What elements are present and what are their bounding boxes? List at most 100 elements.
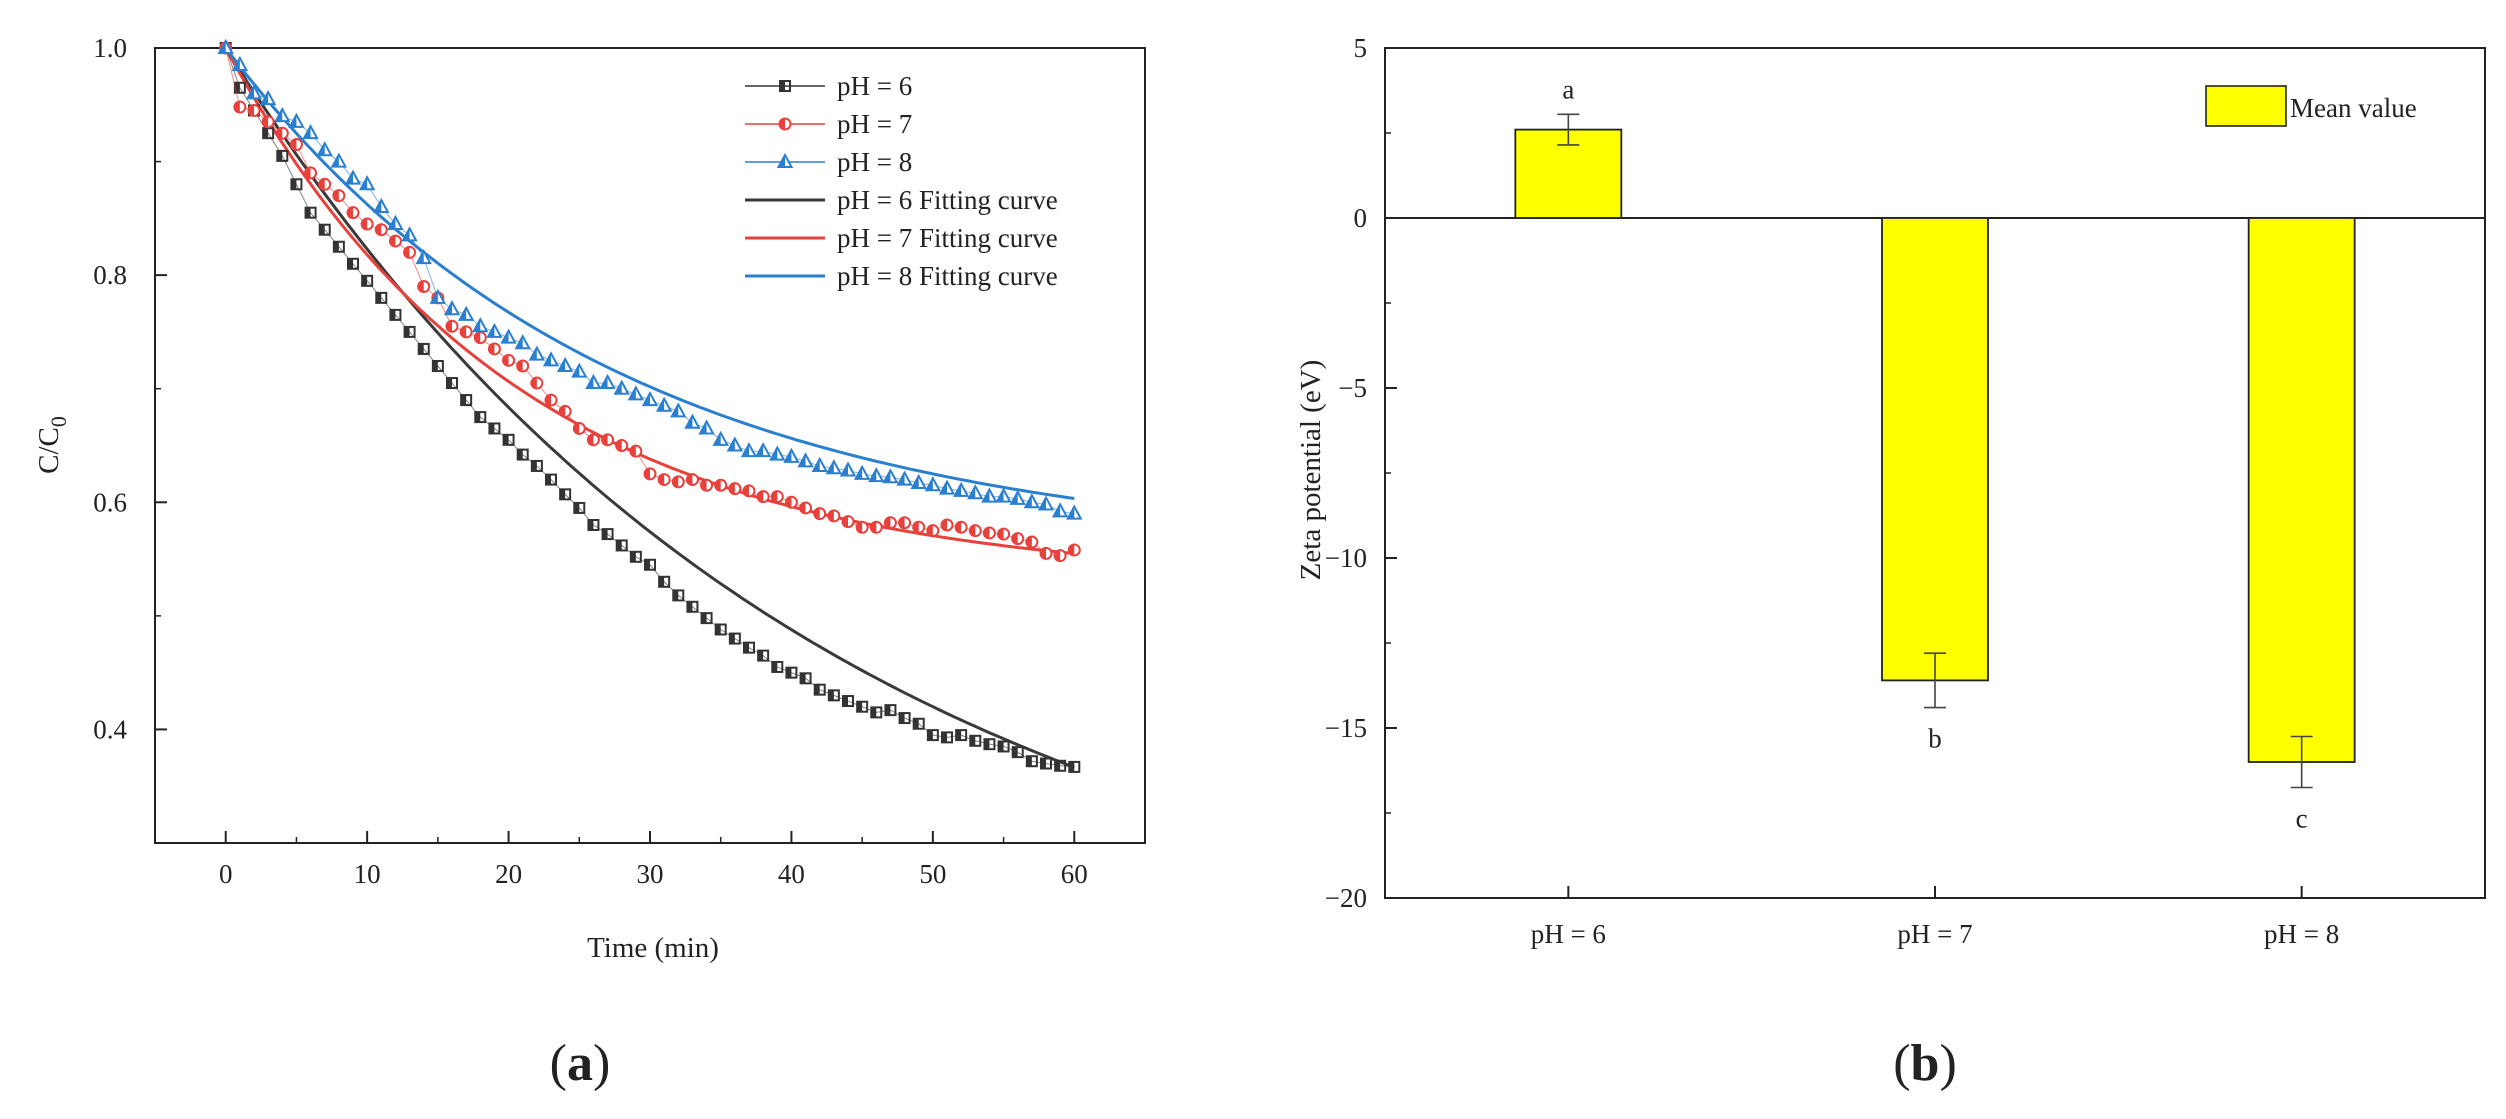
legend-label: pH = 6 — [837, 71, 912, 101]
data-point-fill — [899, 517, 905, 529]
data-point-fill — [290, 139, 297, 151]
data-point-fill — [913, 718, 919, 729]
data-point-fill — [375, 224, 382, 236]
data-point-fill — [1041, 758, 1046, 769]
legend-swatch-mean-value — [2205, 85, 2287, 127]
data-point-fill — [404, 246, 410, 258]
panel-label-b: (b) — [1893, 1035, 1957, 1092]
y-tick-label-b: 0 — [1354, 203, 1368, 233]
legend-entry: pH = 8 — [745, 147, 912, 177]
data-point-fill — [969, 525, 976, 537]
data-point-fill — [531, 377, 537, 389]
data-point-fill — [742, 444, 749, 457]
data-point-fill — [956, 730, 962, 741]
data-point-fill — [1025, 495, 1032, 508]
data-point-fill — [418, 281, 424, 292]
data-point-fill — [687, 601, 693, 612]
data-point-fill — [558, 359, 566, 371]
fitting-curves-a — [224, 47, 1075, 769]
x-tick-label-a: 30 — [637, 859, 664, 889]
x-tick-label-b: pH = 8 — [2264, 919, 2339, 949]
data-point-fill — [1053, 504, 1061, 517]
data-point-fill — [701, 479, 707, 491]
data-point-fill — [374, 200, 382, 212]
data-point-fill — [376, 292, 382, 303]
data-point-fill — [927, 730, 933, 741]
x-tick-label-a: 0 — [219, 859, 233, 889]
data-point-fill — [587, 434, 594, 446]
legend-entry: pH = 7 Fitting curve — [745, 223, 1058, 253]
x-tick-label-b: pH = 6 — [1531, 919, 1606, 949]
data-point-fill — [970, 735, 976, 746]
data-point-fill — [503, 354, 509, 366]
y-tick-label-b: −20 — [1325, 883, 1367, 913]
data-point-fill — [573, 422, 580, 434]
panel-label-a: (a) — [550, 1035, 611, 1092]
data-point-fill — [248, 104, 254, 116]
data-point-fill — [461, 395, 467, 406]
x-tick-label-a: 10 — [354, 859, 381, 889]
data-point-fill — [942, 732, 947, 743]
data-point-fill — [418, 343, 424, 354]
data-point-fill — [869, 469, 877, 482]
data-point-fill — [800, 673, 806, 684]
data-point-fill — [333, 241, 339, 252]
data-point-fill — [1026, 756, 1032, 767]
data-point-fill — [275, 109, 283, 122]
data-point-fill — [772, 661, 778, 672]
data-point-fill — [927, 525, 933, 537]
data-point-fill — [884, 517, 891, 529]
data-point-fill — [701, 613, 707, 624]
data-point-fill — [828, 510, 834, 522]
x-tick-label-a: 50 — [919, 859, 946, 889]
x-tick-label-a: 40 — [778, 859, 805, 889]
data-point-fill — [459, 307, 467, 320]
data-point-fill — [1069, 761, 1075, 772]
data-point-fill — [899, 713, 905, 724]
y-tick-label-a: 1.0 — [93, 33, 127, 63]
data-point-fill — [856, 521, 863, 533]
data-point-fill — [572, 364, 580, 377]
y-tick-label-a: 0.4 — [93, 714, 127, 744]
data-point-fill — [757, 491, 764, 503]
data-point-fill — [546, 474, 551, 485]
data-points-a — [217, 38, 1083, 773]
data-point-fill — [305, 167, 311, 179]
data-point-fill — [333, 190, 339, 202]
data-point-fill — [686, 474, 693, 486]
legend-entry: pH = 7 — [745, 109, 912, 139]
data-point-fill — [770, 447, 778, 460]
data-point-fill — [1055, 760, 1061, 771]
significance-letter: c — [2296, 804, 2308, 834]
data-point-fill — [744, 642, 749, 653]
data-point-fill — [234, 101, 240, 113]
series-ph-8 — [217, 38, 1083, 520]
data-point-fill — [998, 741, 1004, 752]
data-point-fill — [1067, 506, 1075, 519]
data-point-fill — [955, 521, 962, 533]
data-point-fill — [644, 468, 650, 480]
data-point-fill — [672, 476, 679, 488]
legend-entry: pH = 6 Fitting curve — [745, 185, 1058, 215]
data-point-fill — [404, 326, 410, 337]
data-point-fill — [857, 701, 863, 712]
axis-ticks-b: 5 0 −5 −10 −15 −20 pH = 6 pH = 7 pH = 8 — [1325, 33, 2485, 949]
data-connector — [225, 47, 241, 88]
data-point-fill — [319, 178, 325, 190]
data-point-fill — [871, 707, 877, 718]
y-tick-label-a: 0.8 — [93, 260, 127, 290]
x-tick-label-b: pH = 7 — [1897, 919, 1972, 949]
data-point-fill — [870, 521, 877, 533]
data-point-fill — [489, 423, 495, 434]
y-tick-label-a: 0.6 — [93, 487, 127, 517]
y-tick-label-b: −5 — [1338, 373, 1367, 403]
data-point-fill — [756, 444, 764, 457]
legend-label: pH = 8 Fitting curve — [837, 261, 1058, 291]
legend-label: pH = 7 Fitting curve — [837, 223, 1058, 253]
data-point-fill — [658, 474, 665, 486]
data-point-fill — [289, 114, 297, 127]
data-point-fill — [277, 150, 283, 161]
data-point-fill — [247, 86, 254, 99]
bar-chart-panel-b: 5 0 −5 −10 −15 −20 pH = 6 pH = 7 pH = 8 a b c Zeta… — [1295, 33, 2486, 1092]
